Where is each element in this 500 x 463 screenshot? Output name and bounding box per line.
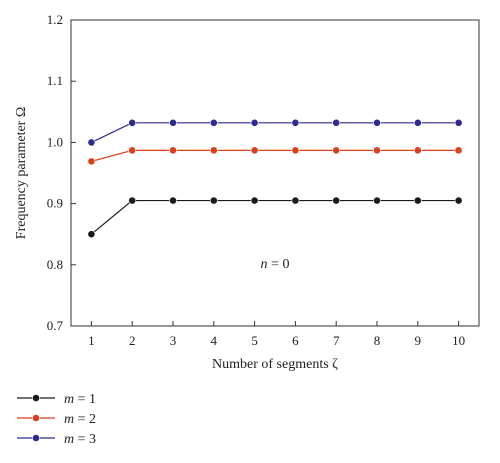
y-tick-label: 1.2 [47, 12, 63, 27]
x-tick-label: 7 [333, 333, 340, 348]
data-point [209, 118, 218, 127]
data-point [454, 196, 463, 205]
legend-swatch-marker [32, 414, 40, 422]
data-point [250, 146, 259, 155]
data-point [332, 196, 341, 205]
legend-item: m = 2 [17, 412, 96, 427]
x-tick-label: 3 [170, 333, 177, 348]
data-point [87, 138, 96, 147]
data-point [413, 196, 422, 205]
data-point [169, 118, 177, 127]
data-point [209, 196, 218, 205]
data-point [169, 146, 177, 155]
data-point [332, 118, 341, 127]
x-tick-label: 4 [211, 333, 218, 348]
x-axis-label: Number of segments ζ [212, 357, 338, 372]
x-tick-label: 6 [292, 333, 299, 348]
data-point [291, 146, 300, 155]
data-point [332, 146, 341, 155]
data-point [373, 118, 381, 127]
legend-var: m [64, 392, 74, 407]
data-point [291, 196, 300, 205]
legend-swatch-marker [32, 394, 40, 402]
series-2 [87, 146, 463, 166]
legend-swatch-marker [32, 434, 40, 442]
series-line [91, 122, 459, 143]
x-tick-label: 1 [88, 333, 95, 348]
y-tick-label: 1.0 [47, 134, 63, 149]
y-tick-label: 0.9 [47, 196, 63, 211]
legend-rest: = 3 [74, 432, 96, 447]
series-group [87, 118, 463, 239]
legend-label: m = 2 [64, 412, 96, 427]
annotation-rest: = 0 [268, 257, 290, 272]
legend-rest: = 2 [74, 412, 96, 427]
series-1 [87, 196, 463, 239]
data-point [250, 118, 259, 127]
data-point [87, 230, 96, 239]
plot-frame [70, 19, 480, 327]
legend: m = 1m = 2m = 3 [17, 392, 96, 447]
data-point [454, 146, 463, 155]
annotation-n: n = 0 [261, 257, 290, 272]
legend-label: m = 3 [64, 432, 96, 447]
data-point [454, 118, 463, 127]
x-tick-label: 9 [415, 333, 422, 348]
tick-labels: 1 2 3 4 5 6 7 8 9 10 0.7 0.8 0.9 1.0 1.1 1.2 [47, 12, 465, 348]
x-tick-label: 8 [374, 333, 381, 348]
series-line [91, 149, 459, 162]
y-tick-label: 0.7 [47, 318, 64, 333]
annotation-var: n [261, 257, 268, 272]
data-point [128, 118, 137, 127]
legend-var: m [64, 412, 74, 427]
axis-ticks [71, 19, 460, 327]
data-point [250, 196, 259, 205]
data-point [413, 146, 422, 155]
x-tick-label: 10 [452, 333, 465, 348]
y-tick-label: 0.8 [47, 257, 63, 272]
legend-rest: = 1 [74, 392, 96, 407]
legend-label: m = 1 [64, 392, 96, 407]
data-point [209, 146, 218, 155]
data-point [373, 196, 381, 205]
data-point [373, 146, 381, 155]
x-tick-label: 5 [251, 333, 258, 348]
x-tick-label: 2 [129, 333, 136, 348]
data-point [413, 118, 422, 127]
data-point [87, 157, 96, 166]
series-3 [87, 118, 463, 147]
legend-item: m = 3 [17, 432, 96, 447]
legend-var: m [64, 432, 74, 447]
y-tick-label: 1.1 [47, 73, 63, 88]
data-point [291, 118, 300, 127]
series-line [91, 199, 459, 235]
legend-item: m = 1 [17, 392, 96, 407]
data-point [128, 196, 137, 205]
y-axis-label: Frequency parameter Ω [14, 107, 29, 239]
data-point [128, 146, 137, 155]
data-point [169, 196, 177, 205]
